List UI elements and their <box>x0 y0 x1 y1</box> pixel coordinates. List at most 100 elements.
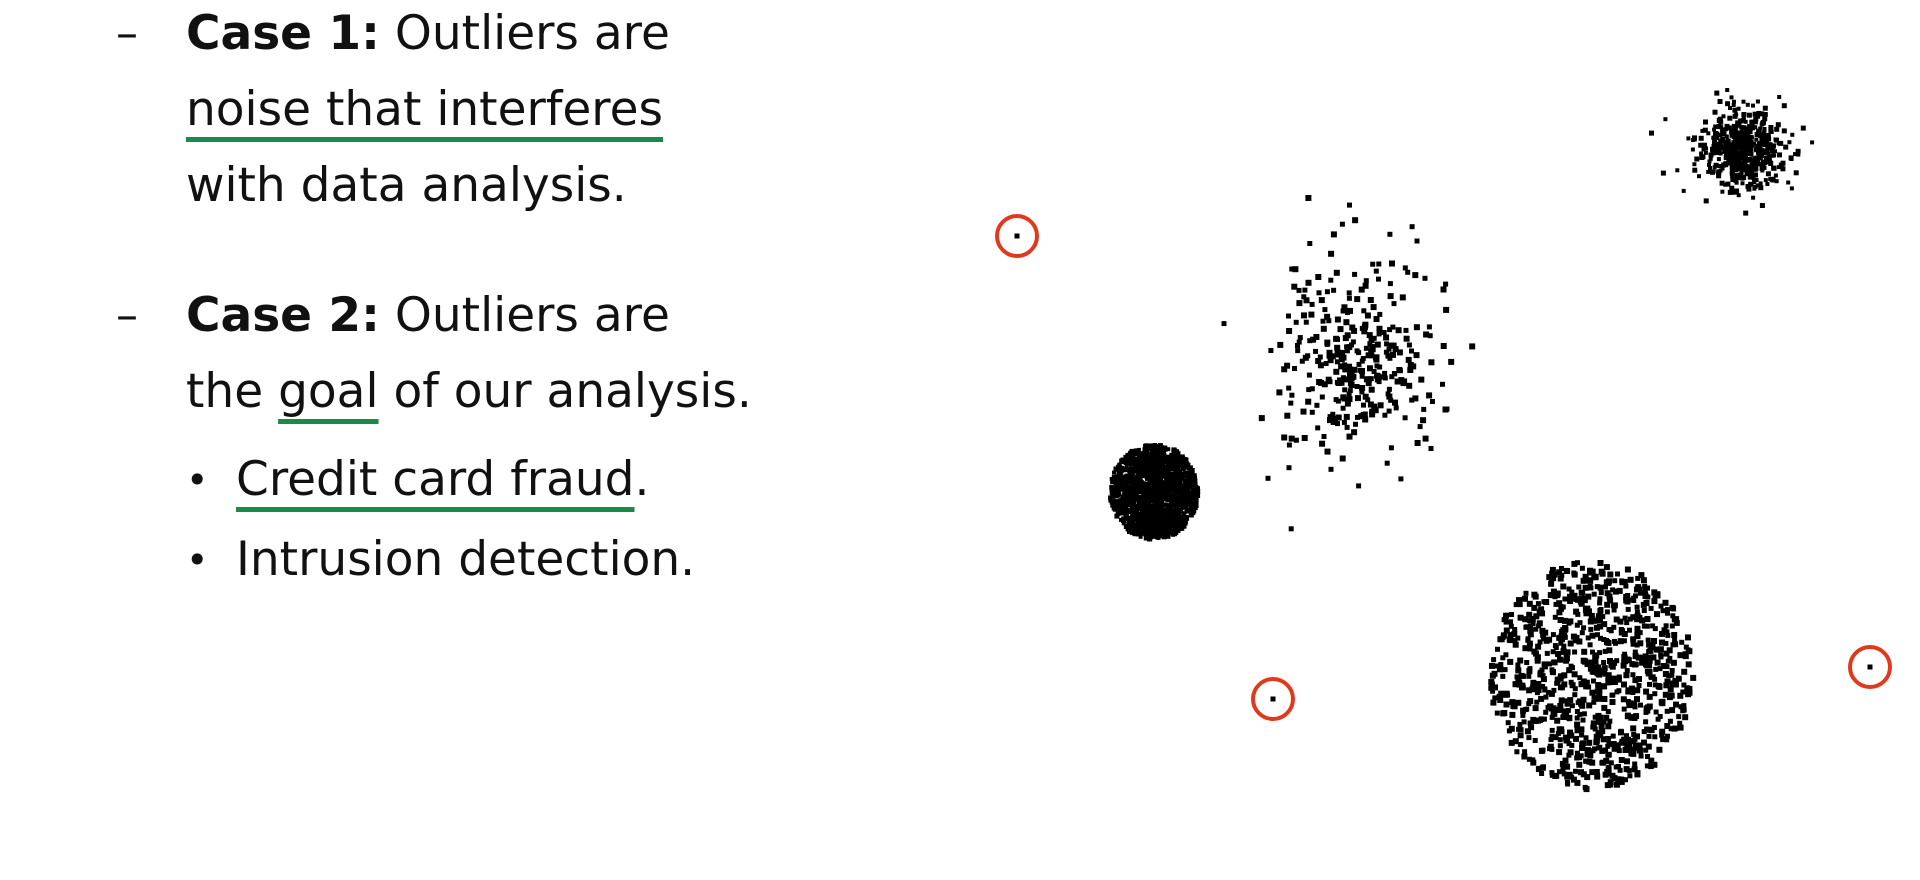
data-point <box>1307 241 1313 246</box>
data-point <box>1708 156 1713 161</box>
data-point <box>1574 721 1581 728</box>
data-point <box>1165 473 1170 479</box>
data-point <box>1761 159 1766 165</box>
data-point <box>1365 352 1372 359</box>
data-point <box>1718 119 1724 125</box>
data-point <box>1147 536 1153 542</box>
data-point <box>1590 720 1597 727</box>
data-point <box>1358 286 1365 293</box>
data-point <box>1369 353 1375 359</box>
data-point <box>1750 126 1755 131</box>
data-point <box>1651 598 1658 605</box>
data-point <box>1195 489 1201 494</box>
data-point <box>1157 498 1162 503</box>
data-point <box>1121 460 1126 465</box>
data-point <box>1168 517 1173 522</box>
data-point <box>1393 405 1399 411</box>
data-point <box>1630 672 1636 678</box>
data-point <box>1529 616 1536 622</box>
data-point <box>1646 693 1653 700</box>
data-point <box>1724 153 1729 158</box>
data-point <box>1326 349 1333 356</box>
data-point <box>1367 341 1373 347</box>
data-point <box>1638 702 1643 708</box>
data-point <box>1636 683 1642 688</box>
data-point <box>1324 448 1331 455</box>
data-point <box>1723 143 1729 149</box>
data-point <box>1692 167 1698 173</box>
data-point <box>1491 657 1497 663</box>
data-point <box>1162 482 1167 487</box>
data-point <box>1195 486 1200 492</box>
data-point <box>1625 688 1632 695</box>
data-point <box>1549 714 1555 720</box>
data-point <box>1515 635 1521 641</box>
data-point <box>1157 518 1162 523</box>
data-point <box>1554 680 1560 686</box>
data-point <box>1669 680 1676 687</box>
case1-noise-phrase: noise that interferes <box>186 82 663 137</box>
data-point <box>1342 367 1348 373</box>
data-point <box>1680 689 1686 695</box>
data-point <box>1597 584 1604 591</box>
data-point <box>1355 395 1361 402</box>
data-point <box>1141 495 1147 501</box>
data-point <box>1590 669 1596 675</box>
data-point <box>1760 168 1765 173</box>
data-point <box>1762 116 1768 122</box>
data-point <box>1648 642 1655 648</box>
data-point <box>1644 616 1651 622</box>
data-point <box>1681 188 1686 193</box>
case1-line1-text: Outliers are <box>379 6 670 61</box>
data-point <box>1183 470 1189 476</box>
data-point <box>1589 759 1596 766</box>
data-point <box>1564 763 1571 770</box>
data-point <box>1541 599 1547 605</box>
data-point <box>1535 717 1542 724</box>
data-point <box>1796 152 1801 157</box>
data-point <box>1160 448 1166 454</box>
data-point <box>1171 529 1177 535</box>
data-point <box>1579 702 1586 709</box>
data-point <box>1403 335 1410 342</box>
data-point <box>1150 446 1155 451</box>
data-point <box>1143 481 1149 487</box>
data-point <box>1740 117 1746 123</box>
data-point <box>1736 193 1741 198</box>
data-point <box>1527 627 1534 634</box>
data-point <box>1146 486 1152 492</box>
data-point <box>1139 472 1144 476</box>
data-point <box>1657 666 1663 672</box>
data-point <box>1289 266 1295 272</box>
data-point <box>1130 458 1135 463</box>
data-point <box>1632 649 1638 655</box>
data-point <box>1636 676 1642 682</box>
data-point <box>1193 503 1199 509</box>
data-point <box>1774 137 1779 143</box>
data-point <box>1616 674 1622 680</box>
data-point <box>1426 324 1432 330</box>
data-point <box>1711 169 1716 174</box>
data-point <box>1736 153 1741 158</box>
data-point <box>1617 767 1623 773</box>
data-point <box>1593 659 1599 665</box>
data-point <box>1186 492 1191 497</box>
data-point <box>1569 589 1575 595</box>
data-point <box>1627 576 1634 583</box>
data-point <box>1221 321 1227 327</box>
data-point <box>1564 779 1570 785</box>
data-point <box>1549 770 1555 776</box>
data-point <box>1598 723 1605 730</box>
data-point <box>1663 640 1669 646</box>
data-point <box>1550 659 1556 665</box>
data-point <box>1766 136 1772 142</box>
data-point <box>1600 614 1606 620</box>
data-point <box>1329 353 1336 360</box>
data-point <box>1309 301 1315 307</box>
data-point <box>1111 500 1116 505</box>
data-point <box>1652 626 1658 632</box>
data-point <box>1701 147 1706 152</box>
data-point <box>1403 327 1409 333</box>
data-point <box>1552 734 1559 741</box>
data-point <box>1172 448 1177 453</box>
